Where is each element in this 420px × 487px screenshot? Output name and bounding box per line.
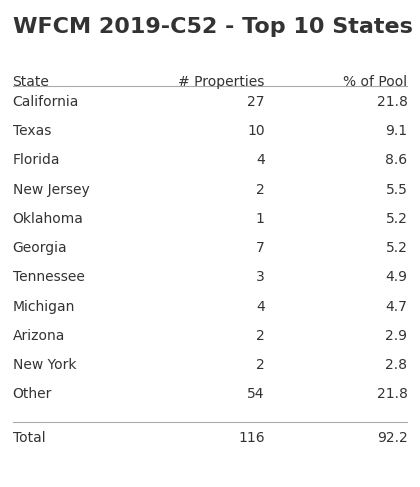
Text: 5.5: 5.5 [386,183,407,197]
Text: Tennessee: Tennessee [13,270,84,284]
Text: Total: Total [13,431,45,445]
Text: Texas: Texas [13,124,51,138]
Text: # Properties: # Properties [178,75,265,90]
Text: 27: 27 [247,95,265,109]
Text: % of Pool: % of Pool [343,75,407,90]
Text: 116: 116 [238,431,265,445]
Text: 4.9: 4.9 [386,270,407,284]
Text: 7: 7 [256,241,265,255]
Text: 4: 4 [256,153,265,168]
Text: 3: 3 [256,270,265,284]
Text: 54: 54 [247,387,265,401]
Text: 92.2: 92.2 [377,431,407,445]
Text: California: California [13,95,79,109]
Text: 2: 2 [256,329,265,343]
Text: 4: 4 [256,300,265,314]
Text: 4.7: 4.7 [386,300,407,314]
Text: 2: 2 [256,358,265,372]
Text: 2.9: 2.9 [386,329,407,343]
Text: Other: Other [13,387,52,401]
Text: 2: 2 [256,183,265,197]
Text: 2.8: 2.8 [386,358,407,372]
Text: 1: 1 [256,212,265,226]
Text: 21.8: 21.8 [376,387,407,401]
Text: 5.2: 5.2 [386,212,407,226]
Text: 21.8: 21.8 [376,95,407,109]
Text: 10: 10 [247,124,265,138]
Text: Georgia: Georgia [13,241,67,255]
Text: State: State [13,75,50,90]
Text: New Jersey: New Jersey [13,183,89,197]
Text: 8.6: 8.6 [385,153,407,168]
Text: New York: New York [13,358,76,372]
Text: Arizona: Arizona [13,329,65,343]
Text: 5.2: 5.2 [386,241,407,255]
Text: Florida: Florida [13,153,60,168]
Text: WFCM 2019-C52 - Top 10 States: WFCM 2019-C52 - Top 10 States [13,17,412,37]
Text: Michigan: Michigan [13,300,75,314]
Text: 9.1: 9.1 [385,124,407,138]
Text: Oklahoma: Oklahoma [13,212,84,226]
